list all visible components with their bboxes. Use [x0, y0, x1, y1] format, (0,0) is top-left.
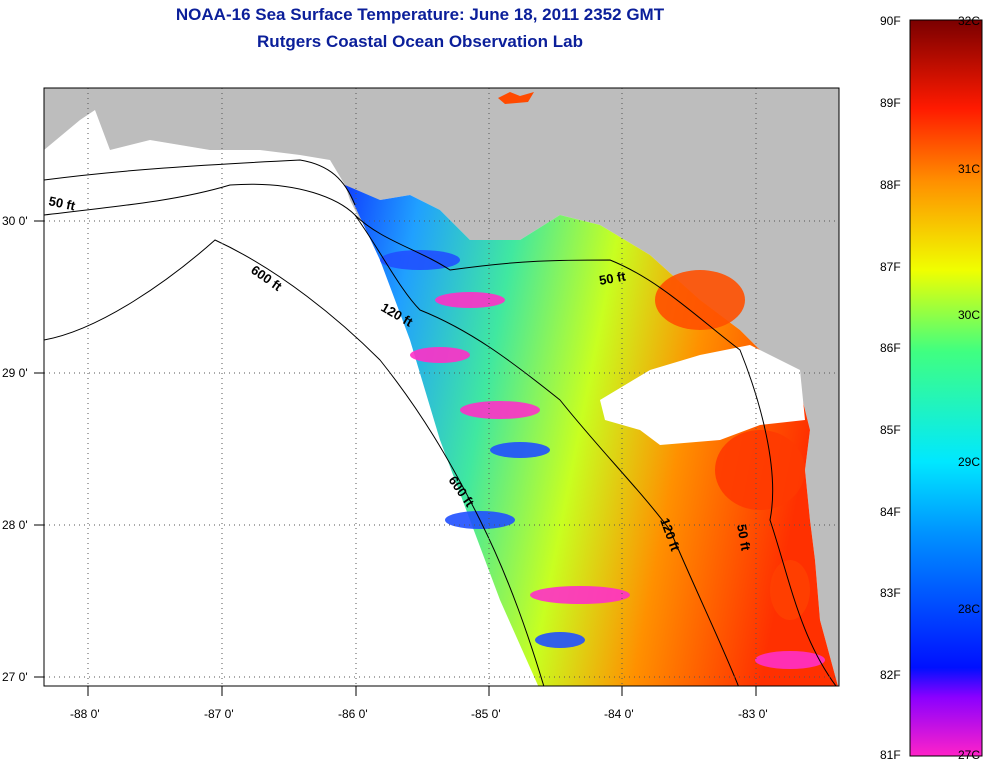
colorbar-c-label: 32C [958, 14, 981, 28]
bathymetry-contours [44, 159, 837, 686]
colorbar-f-label: 82F [880, 668, 901, 682]
colorbar-f-label: 84F [880, 505, 901, 519]
contour-label: 50 ft [734, 523, 754, 553]
lon-label: -84 0' [604, 707, 634, 721]
colorbar-f-label: 86F [880, 341, 901, 355]
colorbar-f-label: 83F [880, 586, 901, 600]
colorbar-c-label: 28C [958, 602, 981, 616]
sst-swath [345, 185, 838, 686]
colorbar-c-label: 31C [958, 162, 981, 176]
lon-label: -87 0' [204, 707, 234, 721]
colorbar-f-label: 89F [880, 96, 901, 110]
colorbar-c-label: 29C [958, 455, 981, 469]
axis-ticks [34, 220, 757, 696]
map-frame [43, 87, 840, 687]
colorbar-f-label: 85F [880, 423, 901, 437]
lat-label: 30 0' [2, 214, 28, 228]
lat-label: 29 0' [2, 366, 28, 380]
colorbar-f-label: 81F [880, 748, 901, 762]
lat-label: 28 0' [2, 518, 28, 532]
lon-label: -85 0' [471, 707, 501, 721]
colorbar-f-label: 90F [880, 14, 901, 28]
contour-label: 50 ft [598, 268, 628, 288]
inland-sst-fragment [498, 92, 534, 104]
colorbar-f-label: 87F [880, 260, 901, 274]
lat-label: 27 0' [2, 670, 28, 684]
colorbar [909, 19, 983, 757]
lon-label: -88 0' [70, 707, 100, 721]
colorbar-c-label: 30C [958, 308, 981, 322]
colorbar-f-label: 88F [880, 178, 901, 192]
lon-label: -83 0' [738, 707, 768, 721]
cloud-no-data [600, 345, 805, 445]
lon-label: -86 0' [338, 707, 368, 721]
map-subtitle: Rutgers Coastal Ocean Observation Lab [257, 32, 583, 51]
contour-label: 50 ft [47, 193, 77, 213]
colorbar-c-label: 27C [958, 748, 981, 762]
warm-nearshore [655, 270, 810, 620]
map-title: NOAA-16 Sea Surface Temperature: June 18… [175, 5, 665, 24]
